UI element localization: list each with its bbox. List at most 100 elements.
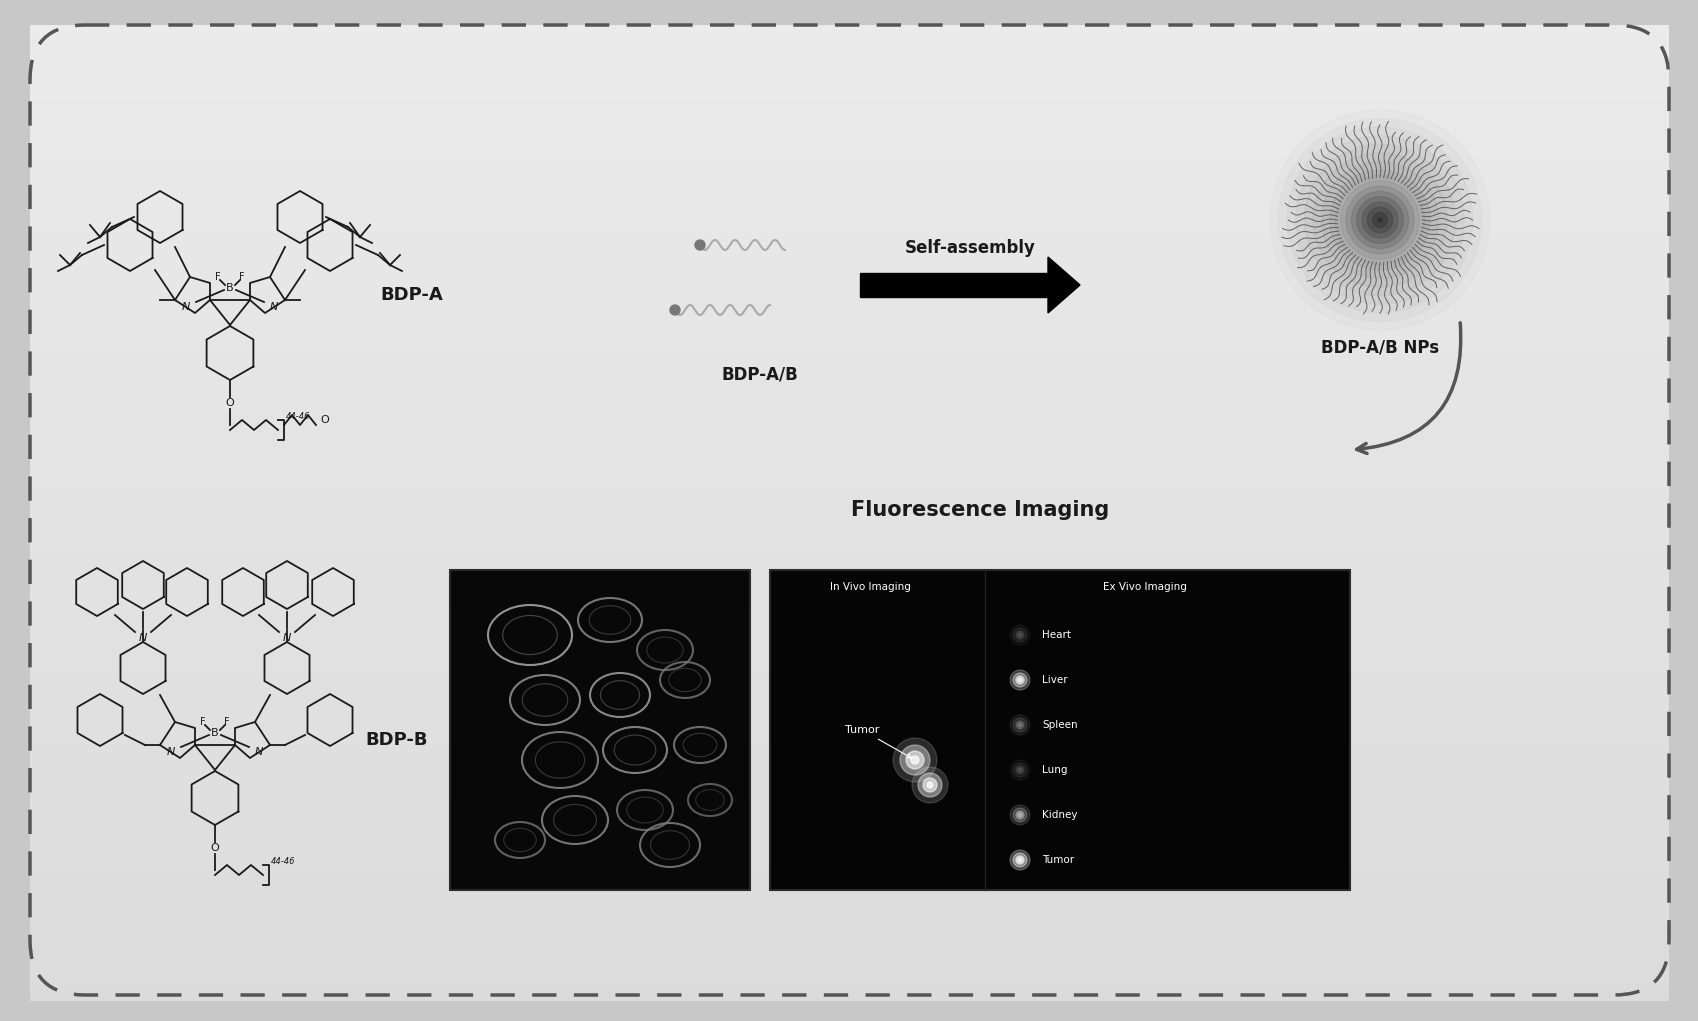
Circle shape — [1372, 212, 1387, 228]
Bar — [31, 904, 1667, 916]
Circle shape — [1330, 171, 1430, 270]
Text: 44-46: 44-46 — [285, 411, 311, 421]
Bar — [31, 842, 1667, 855]
Text: N: N — [255, 747, 263, 757]
Text: Liver: Liver — [1041, 675, 1066, 685]
Circle shape — [893, 738, 937, 782]
Bar — [31, 477, 1667, 489]
Circle shape — [1313, 153, 1447, 287]
Circle shape — [1330, 171, 1430, 270]
Bar — [31, 123, 1667, 135]
Bar — [31, 562, 1667, 574]
Circle shape — [917, 773, 941, 797]
Circle shape — [1009, 850, 1029, 870]
Bar — [31, 342, 1667, 354]
Text: O: O — [211, 843, 219, 853]
Circle shape — [1015, 676, 1024, 684]
Bar — [31, 74, 1667, 87]
Bar — [31, 403, 1667, 416]
Circle shape — [1304, 144, 1455, 296]
Text: F: F — [224, 717, 229, 727]
Bar — [31, 879, 1667, 891]
Text: Lung: Lung — [1041, 765, 1066, 775]
Circle shape — [694, 240, 705, 250]
Bar — [450, 570, 749, 890]
Bar — [31, 781, 1667, 794]
Bar — [31, 916, 1667, 928]
Bar — [31, 586, 1667, 598]
Bar — [31, 172, 1667, 184]
Bar — [31, 500, 1667, 514]
Bar — [31, 245, 1667, 257]
Circle shape — [910, 756, 919, 764]
Bar — [31, 318, 1667, 331]
Circle shape — [1012, 628, 1026, 642]
Text: N: N — [139, 633, 148, 643]
Circle shape — [1015, 811, 1024, 819]
Text: In Vivo Imaging: In Vivo Imaging — [829, 582, 910, 592]
Circle shape — [1012, 673, 1026, 687]
Circle shape — [1345, 186, 1413, 254]
Bar — [31, 281, 1667, 294]
Circle shape — [922, 778, 937, 792]
Circle shape — [1279, 118, 1481, 322]
Circle shape — [1357, 197, 1403, 243]
Bar — [31, 965, 1667, 977]
Circle shape — [1015, 766, 1024, 774]
Circle shape — [912, 767, 947, 803]
Bar — [31, 806, 1667, 818]
Text: O: O — [319, 415, 328, 425]
Circle shape — [1017, 678, 1022, 682]
Text: Self-assembly: Self-assembly — [903, 239, 1034, 257]
Text: BDP-B: BDP-B — [365, 731, 428, 749]
Bar — [31, 684, 1667, 696]
Bar — [31, 988, 1667, 1002]
Circle shape — [1017, 813, 1022, 817]
Bar — [31, 465, 1667, 477]
Bar — [31, 428, 1667, 440]
Text: N: N — [282, 633, 290, 643]
Bar — [31, 721, 1667, 733]
Bar — [31, 574, 1667, 586]
Circle shape — [1012, 808, 1026, 822]
Bar — [31, 98, 1667, 110]
Bar — [31, 25, 1667, 38]
Bar — [31, 86, 1667, 98]
Circle shape — [1017, 858, 1022, 862]
Circle shape — [1012, 763, 1026, 777]
Text: Kidney: Kidney — [1041, 810, 1077, 820]
Text: N: N — [166, 747, 175, 757]
Bar — [31, 159, 1667, 172]
Bar — [31, 135, 1667, 147]
Bar — [31, 928, 1667, 940]
Text: Tumor: Tumor — [1041, 855, 1073, 865]
Bar — [31, 49, 1667, 62]
Bar — [31, 37, 1667, 50]
Bar — [31, 147, 1667, 159]
Circle shape — [1321, 161, 1438, 279]
Bar — [31, 367, 1667, 379]
Circle shape — [1335, 176, 1425, 264]
Bar — [31, 733, 1667, 745]
Bar — [31, 416, 1667, 428]
Circle shape — [1012, 853, 1026, 867]
Bar — [31, 611, 1667, 623]
Bar — [31, 354, 1667, 367]
Bar — [31, 61, 1667, 75]
Circle shape — [1350, 191, 1408, 249]
Circle shape — [1009, 805, 1029, 825]
Circle shape — [1015, 856, 1024, 864]
Circle shape — [1015, 721, 1024, 729]
Text: N: N — [270, 302, 278, 312]
Bar — [31, 940, 1667, 953]
Text: BDP-A: BDP-A — [380, 286, 443, 304]
Circle shape — [1009, 670, 1029, 690]
Bar — [31, 757, 1667, 770]
Circle shape — [1009, 715, 1029, 735]
Bar — [31, 660, 1667, 672]
Bar — [31, 769, 1667, 782]
Bar — [31, 830, 1667, 842]
Circle shape — [1362, 202, 1397, 238]
Circle shape — [669, 305, 679, 315]
Circle shape — [1017, 768, 1022, 772]
